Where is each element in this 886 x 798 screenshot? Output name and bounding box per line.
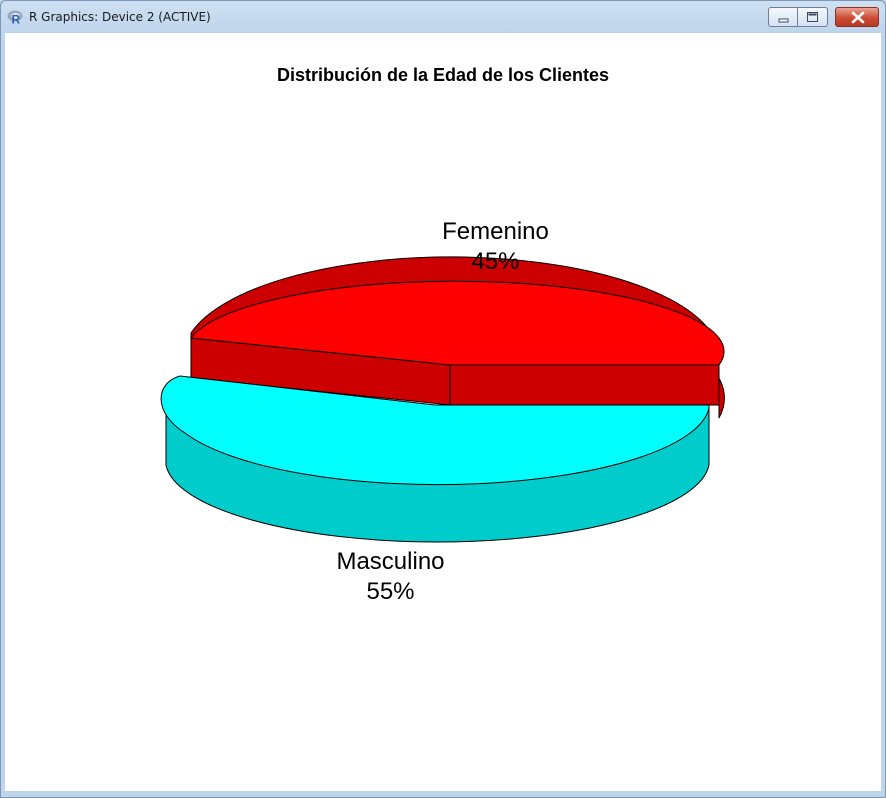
close-button[interactable] (835, 7, 879, 27)
maximize-icon (807, 12, 818, 22)
label-femenino-percent: 45% (471, 248, 520, 275)
slice-femenino-top (190, 280, 725, 366)
r-logo-icon: R (7, 10, 23, 26)
slice-femenino-right-wall (449, 364, 720, 406)
label-masculino: Masculino 55% (318, 547, 463, 607)
label-femenino-name: Femenino (442, 218, 549, 245)
minimize-button[interactable] (768, 7, 798, 27)
plot-area: Distribución de la Edad de los Clientes … (5, 33, 881, 791)
label-masculino-name: Masculino (336, 548, 445, 575)
minimize-icon (778, 18, 789, 23)
chart-title: Distribución de la Edad de los Clientes (276, 65, 610, 85)
window-title: R Graphics: Device 2 (ACTIVE) (29, 10, 211, 24)
pie-chart (160, 256, 725, 543)
label-femenino: Femenino 45% (423, 217, 568, 277)
label-masculino-percent: 55% (366, 578, 415, 605)
title-bar[interactable]: R R Graphics: Device 2 (ACTIVE) (1, 1, 885, 33)
svg-text:R: R (12, 13, 21, 26)
slice-masculino-top (160, 375, 710, 486)
close-icon (851, 11, 865, 24)
maximize-button[interactable] (798, 7, 828, 27)
